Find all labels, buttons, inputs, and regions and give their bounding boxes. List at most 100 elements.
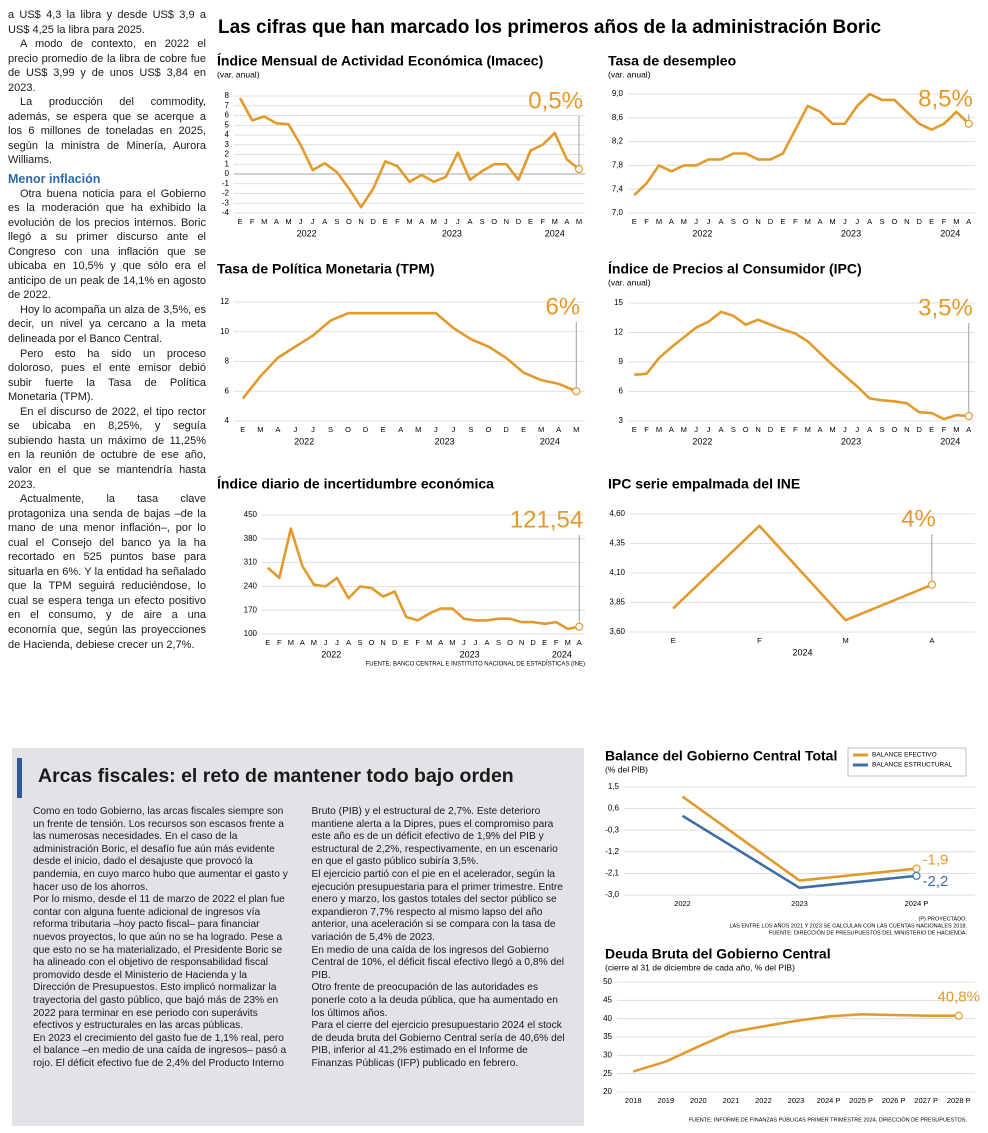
y-tick-label: 4	[225, 416, 230, 425]
end-point	[954, 1011, 963, 1020]
x-tick-label: 2018	[625, 1096, 642, 1105]
paragraph: Pero esto ha sido un proceso doloroso, p…	[8, 347, 206, 404]
x-tick-label: E	[542, 638, 547, 647]
y-tick-label: 9	[619, 357, 624, 366]
y-tick-label: 4,10	[609, 568, 625, 577]
x-tick-label: M	[565, 638, 571, 647]
x-tick-label: M	[288, 638, 294, 647]
paragraph: En 2023 el crecimiento del gasto fue de …	[33, 806, 558, 1069]
box-title: Arcas fiscales: el reto de mantener todo…	[38, 765, 514, 787]
x-tick-label: 2027 P	[914, 1096, 938, 1105]
paragraph: En el discurso de 2022, el tipo rector s…	[8, 405, 206, 491]
x-tick-label: D	[917, 425, 923, 434]
end-point	[927, 580, 936, 589]
x-tick-label: A	[468, 217, 473, 226]
x-tick-label: J	[324, 638, 328, 647]
x-tick-label: F	[395, 217, 400, 226]
x-tick-label: N	[904, 217, 909, 226]
chart-subtitle: (% del PIB)	[605, 764, 648, 774]
y-tick-label: -2,1	[605, 869, 619, 878]
source: FUENTE: BANCO CENTRAL E INSTITUTO NACION…	[366, 661, 585, 668]
y-tick-label: -3	[222, 198, 230, 207]
x-tick-label: S	[358, 638, 363, 647]
end-point	[964, 411, 973, 421]
x-tick-label: E	[780, 217, 785, 226]
year-label: 2024	[552, 649, 572, 659]
x-tick-label: M	[805, 425, 811, 434]
x-tick-label: S	[496, 638, 501, 647]
year-label: 2023	[442, 228, 462, 238]
x-tick-label: N	[504, 217, 509, 226]
y-tick-label: 12	[220, 297, 229, 306]
paragraph: Hoy lo acompaña un alza de 3,5%, es deci…	[8, 303, 206, 346]
y-tick-label: 20	[603, 1087, 612, 1096]
x-tick-label: N	[755, 425, 760, 434]
y-tick-label: -1,2	[605, 847, 619, 856]
y-tick-label: 7,0	[612, 208, 624, 217]
value-label: 3,5%	[918, 294, 973, 321]
x-tick-label: A	[398, 425, 403, 434]
paragraph: Otro frente de preocupación de las autor…	[311, 982, 558, 1019]
chart-note: (P) PROYECTADO.	[919, 916, 968, 922]
x-tick-label: S	[731, 425, 736, 434]
x-tick-label: M	[656, 217, 662, 226]
x-tick-label: O	[892, 217, 898, 226]
y-tick-label: 4	[225, 130, 230, 139]
value-label: -1,9	[923, 852, 949, 869]
x-tick-label: O	[743, 217, 749, 226]
x-tick-label: A	[300, 638, 305, 647]
x-tick-label: J	[855, 217, 859, 226]
y-tick-label: 0	[225, 169, 230, 178]
x-tick-label: 2025 P	[849, 1096, 873, 1105]
x-tick-label: O	[507, 638, 513, 647]
x-tick-label: J	[452, 425, 456, 434]
fiscal-box: Arcas fiscales: el reto de mantener todo…	[12, 748, 584, 1126]
value-label: 8,5%	[918, 85, 973, 112]
x-tick-label: 2022	[674, 899, 691, 908]
x-tick-label: A	[322, 217, 327, 226]
x-tick-label: M	[953, 425, 959, 434]
y-tick-label: 100	[244, 629, 258, 638]
x-tick-label: A	[718, 217, 723, 226]
x-tick-label: E	[265, 638, 270, 647]
y-tick-label: -4	[222, 208, 230, 217]
chart-title: Balance del Gobierno Central Total	[605, 748, 837, 764]
x-tick-label: S	[880, 217, 885, 226]
x-tick-label: A	[669, 217, 674, 226]
year-label: 2023	[435, 436, 455, 446]
legend-label: BALANCE EFECTIVO	[872, 752, 937, 759]
y-tick-label: 50	[603, 977, 612, 986]
data-line	[634, 310, 969, 421]
y-tick-label: 30	[603, 1050, 612, 1059]
x-tick-label: F	[757, 636, 762, 645]
data-line	[681, 795, 917, 882]
x-tick-label: O	[369, 638, 375, 647]
x-tick-label: O	[486, 425, 492, 434]
x-tick-label: J	[855, 425, 859, 434]
x-tick-label: J	[311, 217, 315, 226]
chart-title: Índice diario de incertidumbre económica	[217, 476, 494, 492]
year-label: 2023	[841, 228, 861, 238]
accent-bar	[17, 758, 22, 798]
y-tick-label: 7	[225, 101, 230, 110]
chart-note: FUENTE: INFORME DE FINANZAS PÚBLICAS PRI…	[689, 1116, 968, 1123]
year-label: 2024	[940, 228, 960, 238]
year-label: 2022	[297, 228, 317, 238]
x-tick-label: E	[404, 638, 409, 647]
x-tick-label: F	[540, 217, 545, 226]
x-tick-label: J	[299, 217, 303, 226]
paragraph: La producción del commodity, además, se …	[8, 96, 206, 167]
x-tick-label: A	[275, 425, 280, 434]
x-tick-label: A	[669, 425, 674, 434]
x-tick-label: E	[632, 217, 637, 226]
x-tick-label: 2021	[723, 1096, 740, 1105]
year-label: 2024	[792, 647, 812, 657]
data-line	[632, 1012, 959, 1073]
paragraph: Actualmente, la tasa clave protagoniza u…	[8, 493, 206, 651]
x-tick-label: F	[644, 217, 649, 226]
value-label: 4%	[901, 505, 936, 532]
y-tick-label: 45	[603, 995, 612, 1004]
x-tick-label: D	[370, 217, 376, 226]
y-tick-label: -2	[222, 189, 230, 198]
